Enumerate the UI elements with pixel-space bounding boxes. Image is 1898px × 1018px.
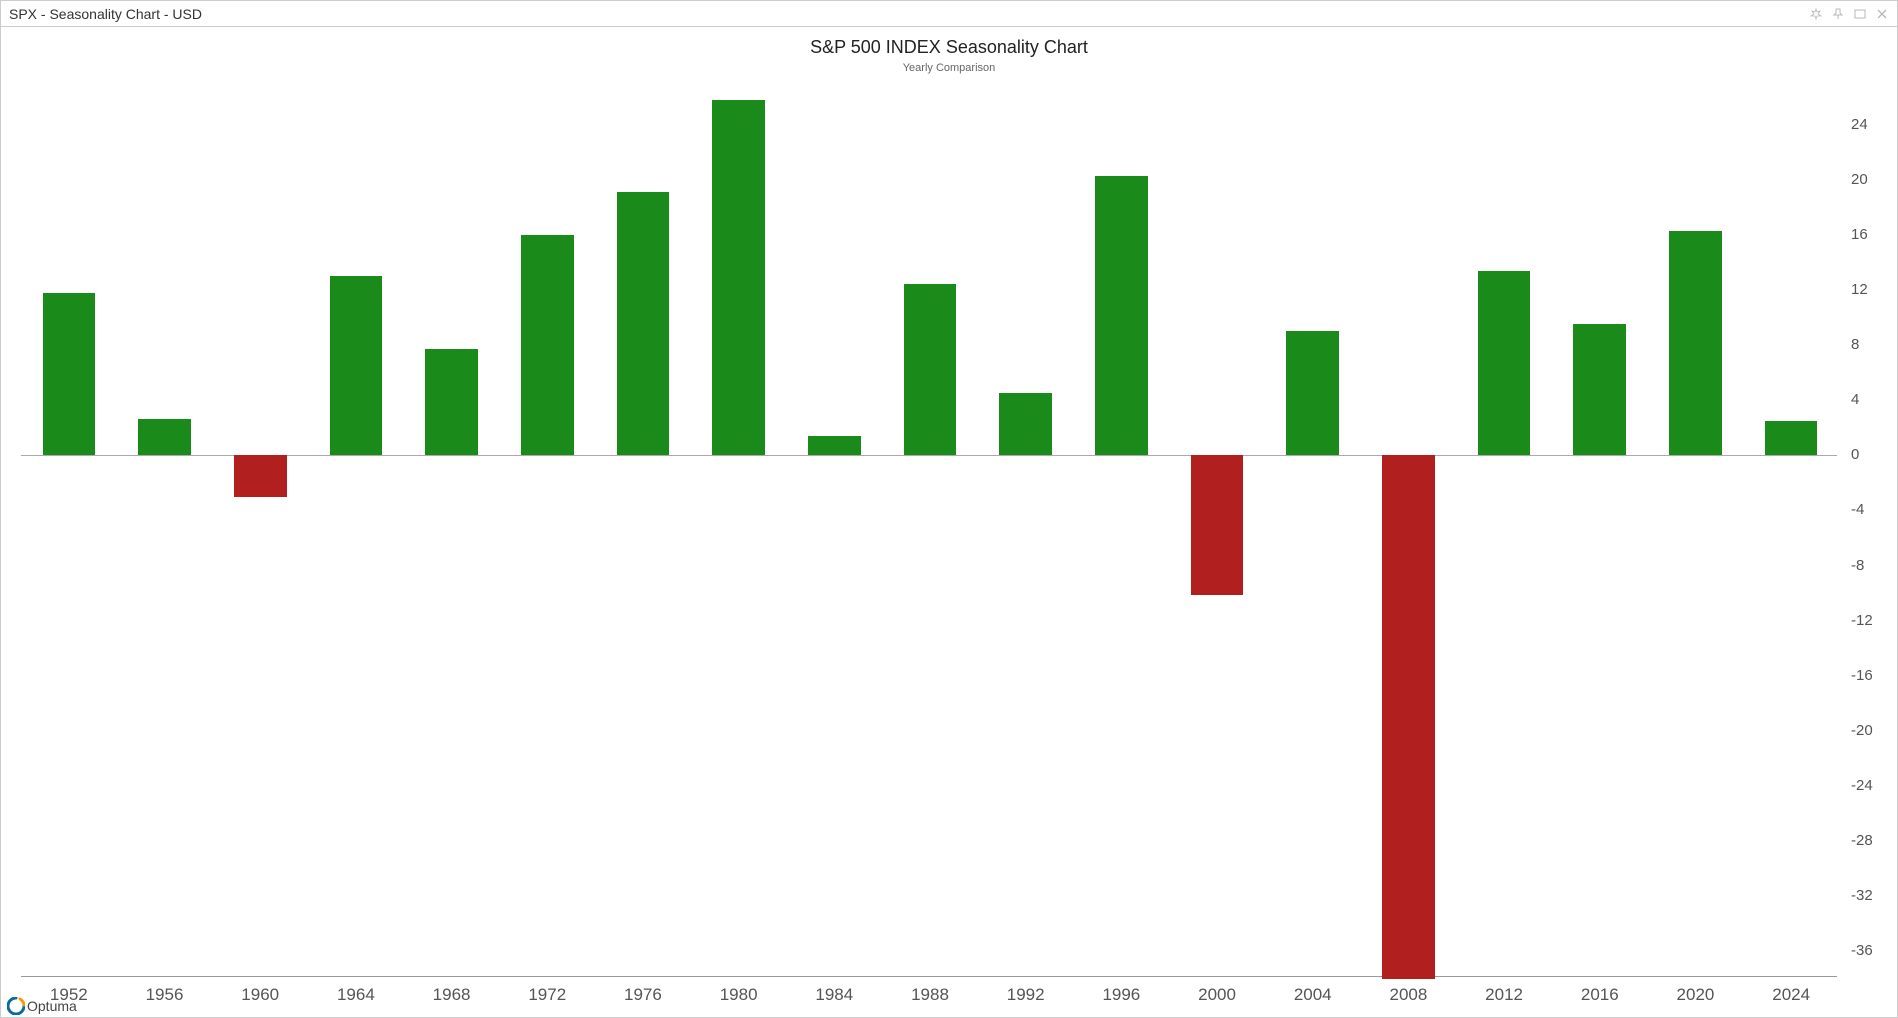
y-tick--36: -36 bbox=[1851, 942, 1873, 959]
bar-2008[interactable] bbox=[1382, 455, 1435, 979]
bar-1964[interactable] bbox=[330, 276, 383, 455]
y-tick-20: 20 bbox=[1851, 171, 1868, 188]
x-tick-2004: 2004 bbox=[1294, 985, 1332, 1005]
x-tick-1992: 1992 bbox=[1007, 985, 1045, 1005]
bar-2000[interactable] bbox=[1191, 455, 1244, 594]
y-tick--28: -28 bbox=[1851, 832, 1873, 849]
x-tick-2016: 2016 bbox=[1581, 985, 1619, 1005]
bar-2024[interactable] bbox=[1765, 421, 1818, 455]
x-tick-1956: 1956 bbox=[146, 985, 184, 1005]
bar-2020[interactable] bbox=[1669, 231, 1722, 456]
y-tick--12: -12 bbox=[1851, 612, 1873, 629]
x-tick-2000: 2000 bbox=[1198, 985, 1236, 1005]
branding-name: Optuma bbox=[27, 998, 77, 1014]
bar-1980[interactable] bbox=[712, 100, 765, 456]
y-tick-16: 16 bbox=[1851, 226, 1868, 243]
bar-1960[interactable] bbox=[234, 455, 287, 496]
x-tick-2024: 2024 bbox=[1772, 985, 1810, 1005]
bar-1992[interactable] bbox=[999, 393, 1052, 455]
pin-icon[interactable] bbox=[1831, 7, 1845, 21]
x-tick-2020: 2020 bbox=[1677, 985, 1715, 1005]
bar-1956[interactable] bbox=[138, 419, 191, 455]
chart-subtitle: Yearly Comparison bbox=[1, 62, 1897, 74]
y-tick--8: -8 bbox=[1851, 557, 1864, 574]
close-icon[interactable] bbox=[1875, 7, 1889, 21]
y-tick--24: -24 bbox=[1851, 777, 1873, 794]
y-tick--4: -4 bbox=[1851, 501, 1864, 518]
y-tick-4: 4 bbox=[1851, 391, 1859, 408]
x-tick-2008: 2008 bbox=[1389, 985, 1427, 1005]
bar-2012[interactable] bbox=[1478, 271, 1531, 456]
bar-1996[interactable] bbox=[1095, 176, 1148, 456]
x-tick-1988: 1988 bbox=[911, 985, 949, 1005]
bar-1984[interactable] bbox=[808, 436, 861, 455]
x-tick-1968: 1968 bbox=[433, 985, 471, 1005]
y-tick--16: -16 bbox=[1851, 667, 1873, 684]
maximize-icon[interactable] bbox=[1853, 7, 1867, 21]
x-tick-1996: 1996 bbox=[1102, 985, 1140, 1005]
x-tick-1976: 1976 bbox=[624, 985, 662, 1005]
titlebar: SPX - Seasonality Chart - USD bbox=[1, 1, 1897, 27]
zero-line bbox=[21, 455, 1837, 456]
y-tick-24: 24 bbox=[1851, 116, 1868, 133]
bar-1972[interactable] bbox=[521, 235, 574, 456]
bar-1976[interactable] bbox=[617, 192, 670, 455]
chart-window: SPX - Seasonality Chart - USD S&P 500 IN… bbox=[0, 0, 1898, 1018]
chart-title: S&P 500 INDEX Seasonality Chart bbox=[1, 37, 1897, 58]
x-tick-1984: 1984 bbox=[815, 985, 853, 1005]
x-tick-1980: 1980 bbox=[720, 985, 758, 1005]
bar-1988[interactable] bbox=[904, 284, 957, 455]
plot-region[interactable] bbox=[21, 97, 1837, 977]
bar-1952[interactable] bbox=[43, 293, 96, 456]
refresh-icon[interactable] bbox=[1809, 7, 1823, 21]
x-tick-1964: 1964 bbox=[337, 985, 375, 1005]
titlebar-controls bbox=[1809, 7, 1889, 21]
x-tick-2012: 2012 bbox=[1485, 985, 1523, 1005]
bar-1968[interactable] bbox=[425, 349, 478, 455]
bar-2016[interactable] bbox=[1573, 324, 1626, 455]
chart-area: S&P 500 INDEX Seasonality Chart Yearly C… bbox=[1, 27, 1897, 1017]
window-title: SPX - Seasonality Chart - USD bbox=[9, 6, 202, 22]
y-tick-0: 0 bbox=[1851, 446, 1859, 463]
optuma-icon bbox=[7, 997, 25, 1015]
y-tick--32: -32 bbox=[1851, 887, 1873, 904]
x-tick-1972: 1972 bbox=[528, 985, 566, 1005]
y-tick--20: -20 bbox=[1851, 722, 1873, 739]
branding-logo: Optuma bbox=[7, 997, 77, 1015]
y-tick-12: 12 bbox=[1851, 281, 1868, 298]
x-tick-1960: 1960 bbox=[241, 985, 279, 1005]
y-tick-8: 8 bbox=[1851, 336, 1859, 353]
bar-2004[interactable] bbox=[1286, 331, 1339, 455]
